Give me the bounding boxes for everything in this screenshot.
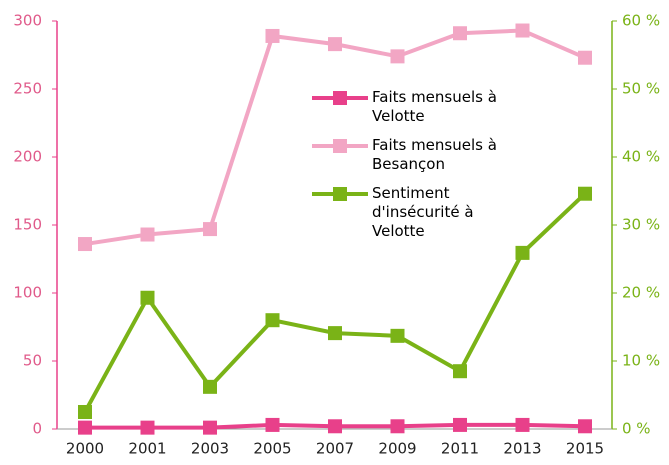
x-tick-label: 2013 <box>503 440 541 458</box>
legend-item: Faits mensuels à Velotte <box>312 88 512 126</box>
x-tick-label: 2000 <box>66 440 104 458</box>
marker <box>453 26 467 41</box>
marker <box>265 28 280 43</box>
marker <box>453 417 467 432</box>
marker <box>265 313 280 328</box>
legend: Faits mensuels à Velotte Faits mensuels à… <box>312 88 512 251</box>
marker <box>578 419 592 434</box>
y2-tick-label: 60 % <box>622 12 660 30</box>
y-tick-label: 200 <box>13 148 42 166</box>
x-tick-label: 2001 <box>128 440 166 458</box>
marker <box>390 328 405 343</box>
marker <box>78 237 92 252</box>
marker <box>328 37 342 52</box>
legend-swatch <box>312 187 368 201</box>
marker <box>328 326 342 341</box>
marker <box>265 417 280 432</box>
legend-label: Faits mensuels à Besançon <box>372 136 497 173</box>
x-tick-label: 2007 <box>316 440 354 458</box>
marker <box>78 405 92 419</box>
marker <box>578 50 592 65</box>
y2-tick-label: 30 % <box>622 216 660 234</box>
y2-tick-label: 0 % <box>622 420 651 438</box>
x-tick-label: 2009 <box>378 440 416 458</box>
y2-tick-label: 40 % <box>622 148 660 166</box>
legend-item: Sentiment d'insécurité à Velotte <box>312 184 512 241</box>
marker <box>78 420 92 435</box>
marker <box>390 49 405 64</box>
y-tick-label: 250 <box>13 80 42 98</box>
legend-swatch <box>312 139 368 153</box>
x-tick-label: 2015 <box>566 440 604 458</box>
legend-marker <box>333 91 347 105</box>
marker <box>390 419 405 434</box>
y-tick-label: 0 <box>32 420 42 438</box>
legend-marker <box>333 139 347 153</box>
y-tick-label: 100 <box>13 284 42 302</box>
x-tick-label: 2005 <box>253 440 291 458</box>
x-tick-label: 2011 <box>441 440 479 458</box>
legend-marker <box>333 187 347 201</box>
y2-tick-label: 50 % <box>622 80 660 98</box>
marker <box>203 222 217 237</box>
marker <box>453 364 467 379</box>
marker <box>515 245 530 260</box>
y2-tick-label: 20 % <box>622 284 660 302</box>
marker <box>203 420 217 435</box>
marker <box>140 227 155 242</box>
y-tick-label: 150 <box>13 216 42 234</box>
legend-swatch <box>312 91 368 105</box>
marker <box>140 420 155 435</box>
marker <box>203 379 217 394</box>
marker <box>515 417 530 432</box>
marker <box>140 290 155 305</box>
marker <box>515 23 530 38</box>
y-tick-label: 50 <box>23 352 42 370</box>
legend-item: Faits mensuels à Besançon <box>312 136 512 174</box>
marker <box>578 186 592 201</box>
x-tick-label: 2003 <box>191 440 229 458</box>
legend-label: Sentiment d'insécurité à Velotte <box>372 184 474 240</box>
y2-tick-label: 10 % <box>622 352 660 370</box>
y-tick-label: 300 <box>13 12 42 30</box>
marker <box>328 419 342 434</box>
legend-label: Faits mensuels à Velotte <box>372 88 497 125</box>
